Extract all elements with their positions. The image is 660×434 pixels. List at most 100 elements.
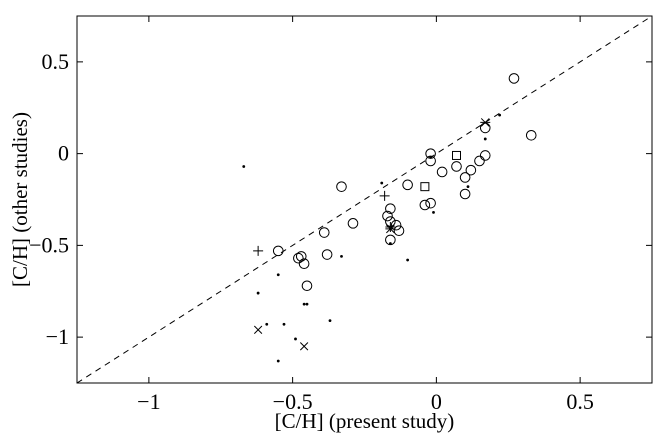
circle-point (347, 218, 359, 229)
dot-marker (282, 322, 286, 326)
circle-point (436, 166, 448, 178)
dot-point (466, 185, 470, 189)
dot-marker (302, 302, 306, 306)
dot-point (276, 273, 280, 277)
circle-marker (336, 181, 347, 192)
x-tick-label: 0 (431, 389, 442, 414)
asterisk-marker (385, 224, 396, 234)
dot-marker (429, 155, 433, 159)
cross-point (299, 342, 309, 351)
dot-marker (466, 185, 470, 189)
circle-point (479, 150, 491, 161)
dot-point (294, 337, 297, 341)
circle-marker (419, 199, 431, 211)
circle-point (459, 172, 471, 183)
circle-marker (347, 218, 359, 229)
dot-point (483, 137, 487, 141)
dot-marker (380, 181, 384, 185)
circle-marker (272, 245, 284, 257)
dot-marker (388, 242, 392, 245)
circle-marker (525, 129, 537, 141)
circle-point (451, 161, 462, 172)
dot-point (242, 165, 246, 168)
circle-point (402, 179, 413, 191)
plus-point (253, 245, 264, 256)
circle-marker (301, 280, 313, 292)
square-marker (420, 182, 430, 192)
dot-marker (328, 319, 332, 323)
dot-point (256, 291, 260, 295)
dot-marker (305, 302, 309, 306)
dot-marker (265, 322, 269, 326)
circle-point (298, 258, 310, 270)
circle-marker (298, 258, 310, 270)
dot-marker (340, 254, 343, 258)
dot-marker (483, 137, 487, 141)
circle-marker (474, 155, 485, 167)
circle-point (459, 188, 471, 200)
dot-point (305, 302, 309, 306)
plus-marker (253, 245, 264, 256)
x-tick-label: −0.5 (273, 389, 313, 414)
square-point (420, 182, 430, 192)
plus-point (379, 190, 390, 201)
square-point (452, 150, 461, 160)
circle-marker (465, 164, 477, 176)
circle-point (474, 155, 485, 167)
dot-point (265, 322, 269, 326)
x-tick-label: 0.5 (566, 389, 594, 414)
dot-point (276, 359, 280, 363)
circle-point (419, 199, 431, 211)
asterisk-point (385, 224, 396, 234)
circle-point (385, 203, 396, 214)
asterisk-marker (480, 118, 491, 127)
circle-marker (479, 122, 491, 134)
dot-point (388, 242, 392, 245)
circle-marker (459, 172, 471, 183)
dot-marker (242, 165, 246, 168)
dot-point (406, 258, 410, 262)
circle-point (295, 251, 307, 262)
circle-marker (293, 252, 304, 264)
circle-point (293, 252, 304, 264)
circle-point (425, 197, 436, 209)
plus-marker (379, 190, 390, 201)
circle-marker (385, 203, 396, 214)
circle-point (301, 280, 313, 292)
circle-marker (393, 225, 405, 236)
dot-point (328, 319, 332, 323)
circle-point (321, 249, 333, 260)
dot-marker (498, 113, 502, 117)
circle-point (465, 164, 477, 176)
circle-point (318, 227, 330, 238)
asterisk-point (480, 118, 491, 127)
plus-point (385, 222, 396, 233)
reference-line (76, 15, 653, 384)
dot-point (282, 322, 286, 326)
circle-point (525, 129, 537, 141)
circle-marker (402, 179, 413, 191)
cross-marker (253, 325, 263, 334)
circle-point (508, 73, 520, 84)
dot-point (340, 254, 343, 258)
circle-marker (479, 150, 491, 161)
circle-marker (451, 161, 462, 172)
dot-point (498, 113, 502, 117)
dot-marker (432, 210, 435, 214)
circle-marker (318, 227, 330, 238)
y-tick-label: −1 (46, 324, 69, 349)
square-marker (452, 150, 461, 160)
y-tick-label: −0.5 (29, 232, 69, 257)
y-tick-label: 0.5 (42, 49, 70, 74)
cross-marker (299, 342, 309, 351)
circle-marker (382, 210, 393, 222)
circle-point (336, 181, 347, 192)
dot-marker (294, 337, 297, 341)
dot-marker (406, 258, 410, 262)
dot-point (432, 210, 435, 214)
circle-marker (436, 166, 448, 178)
plot-frame (76, 15, 653, 384)
dot-point (380, 181, 384, 185)
x-axis-label: [C/H] (present study) (275, 409, 455, 433)
y-axis-label: [C/H] (other studies) (8, 112, 32, 287)
